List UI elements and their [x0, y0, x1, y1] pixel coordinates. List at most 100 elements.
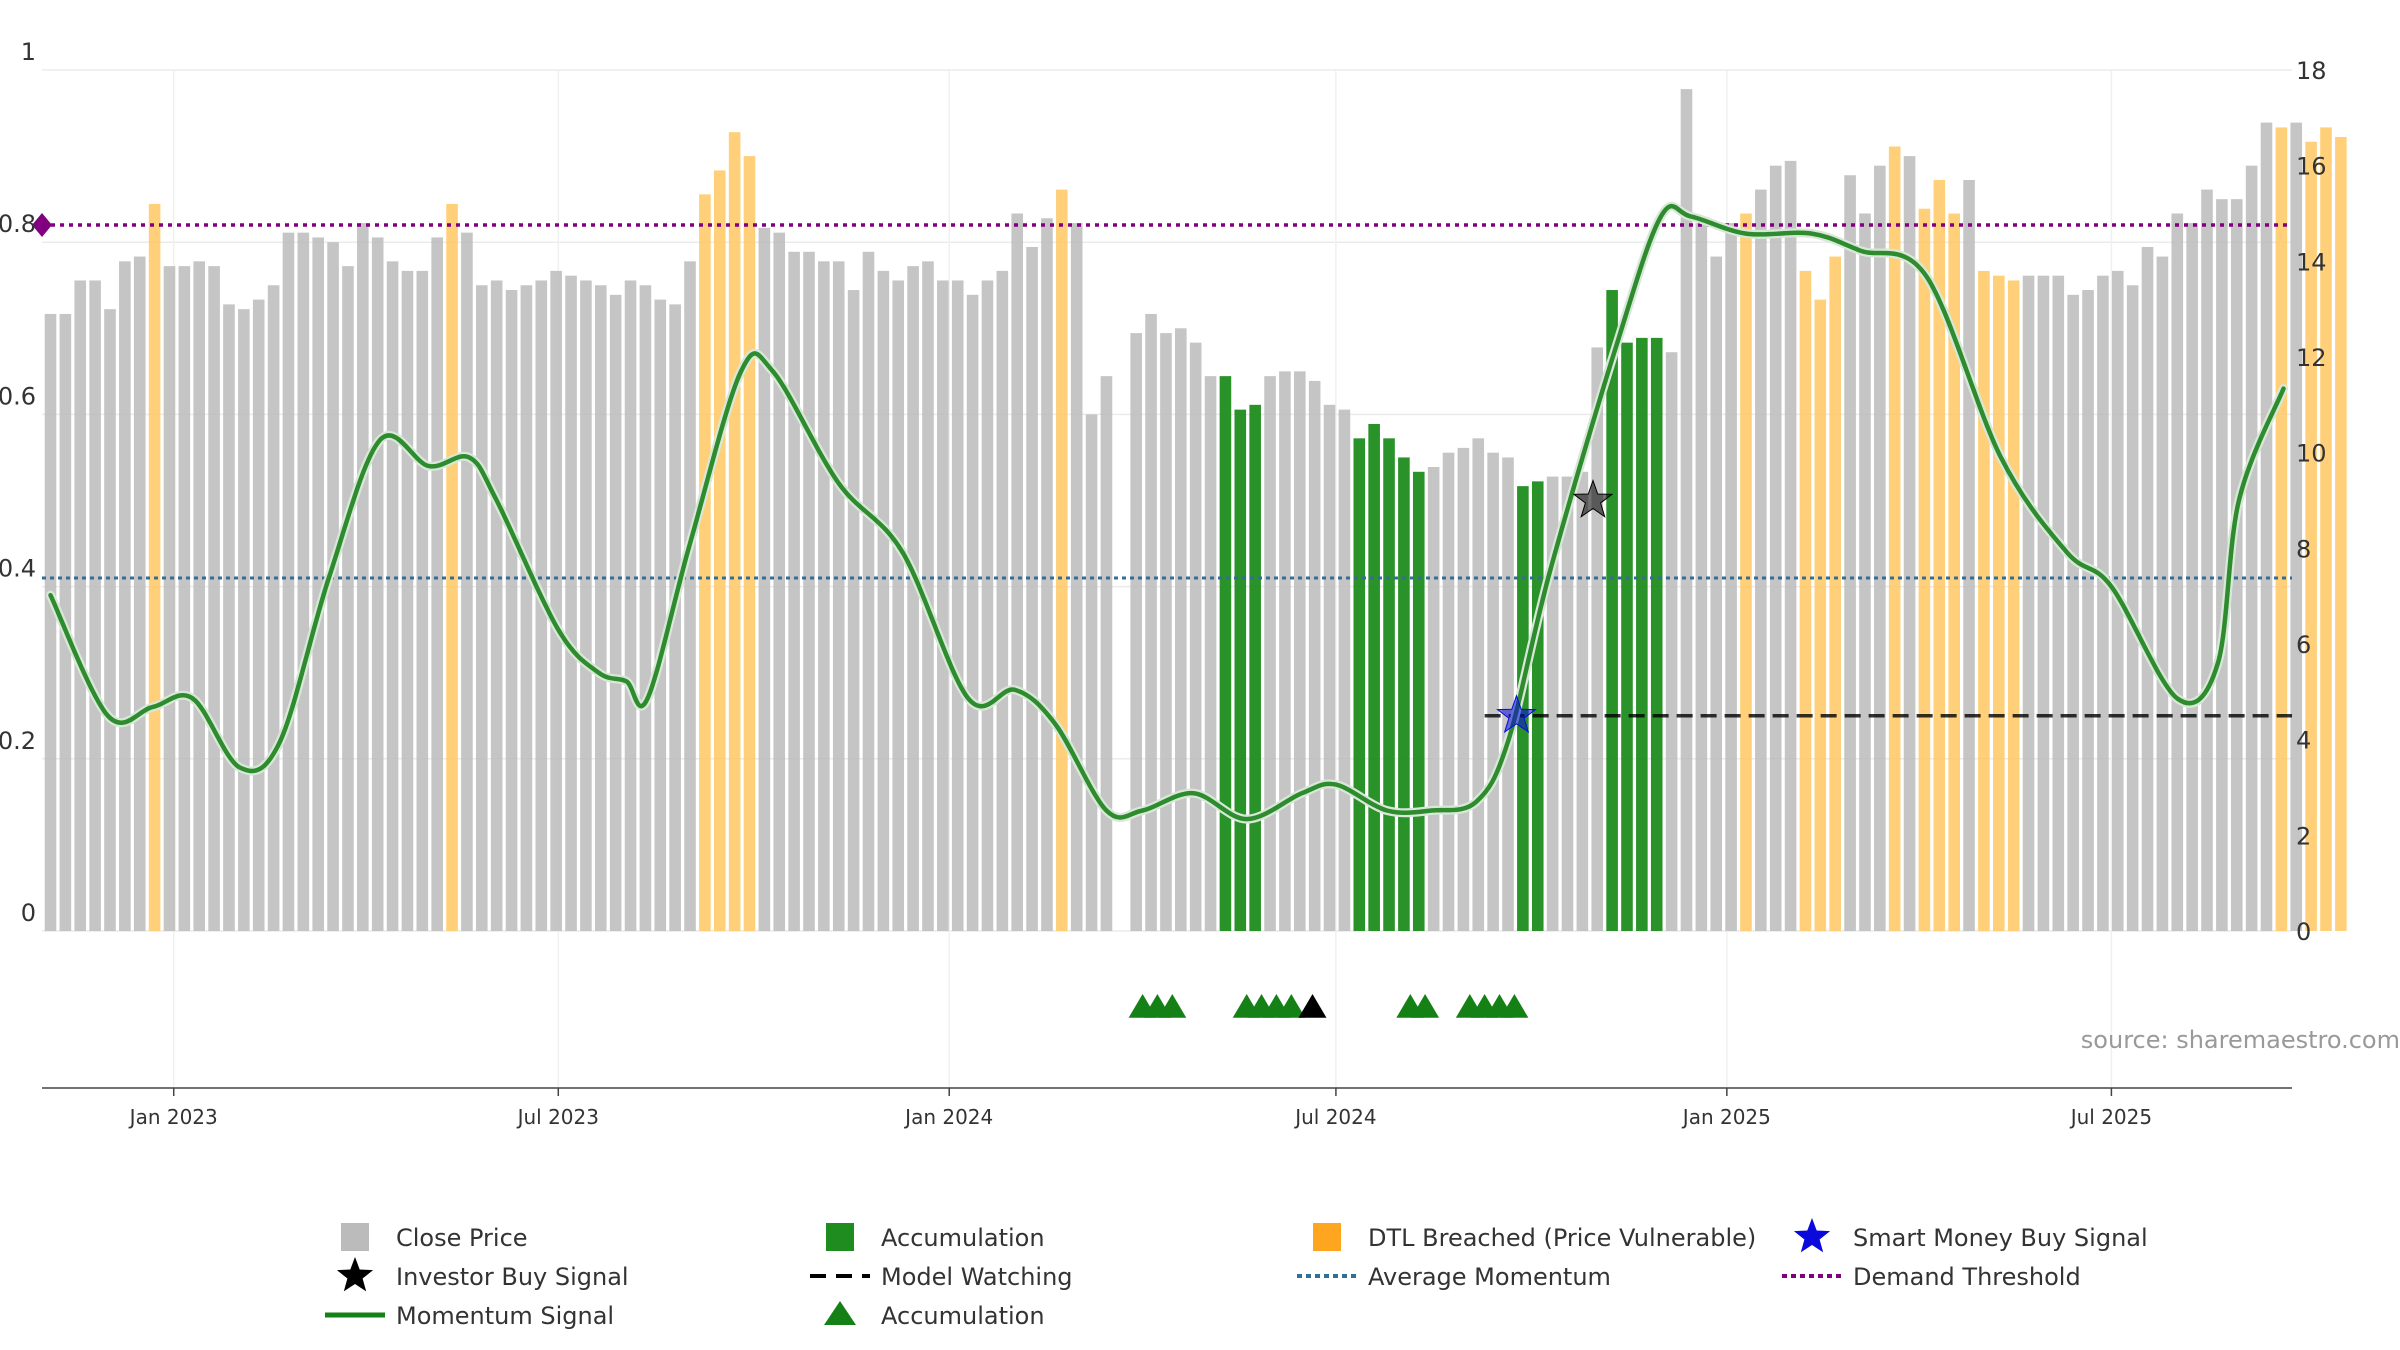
price-bar: [490, 280, 503, 932]
legend-label: Accumulation: [881, 1302, 1045, 1330]
price-bar: [1591, 347, 1604, 931]
price-bar: [728, 132, 741, 931]
price-bar: [2186, 223, 2198, 931]
signal-lines: [32, 201, 2292, 824]
price-bar: [2335, 136, 2347, 932]
price-bar: [1502, 457, 1514, 931]
price-bar: [1918, 208, 1931, 932]
price-bar: [1145, 313, 1157, 931]
accumulation-triangle: [1411, 994, 1440, 1018]
left-tick-label: 1: [21, 38, 36, 66]
source-label: source: sharemaestro.com: [2081, 1026, 2400, 1054]
right-tick-label: 0: [2296, 918, 2311, 946]
price-bar: [1457, 447, 1470, 931]
legend-item: DTL Breached (Price Vulnerable): [1313, 1223, 1756, 1252]
price-bar: [1442, 452, 1455, 931]
price-bar: [1784, 160, 1797, 931]
price-bar: [386, 261, 399, 932]
price-bar: [208, 266, 220, 931]
price-bar: [416, 270, 429, 931]
left-tick-label: 0.4: [0, 555, 36, 583]
price-bar: [624, 280, 637, 932]
price-bar: [1427, 467, 1440, 931]
price-bar: [743, 156, 756, 932]
price-bar: [1755, 189, 1767, 931]
price-bar: [832, 261, 845, 932]
price-bar: [773, 232, 786, 931]
price-bar: [1963, 180, 1975, 931]
price-bar: [1933, 180, 1946, 931]
price-bar: [1204, 376, 1217, 931]
price-bar: [2245, 165, 2258, 932]
price-bar: [788, 251, 800, 931]
price-bar: [2082, 290, 2094, 931]
price-bar: [252, 299, 265, 932]
legend-label: Accumulation: [881, 1224, 1045, 1252]
price-bar: [2126, 285, 2139, 931]
price-bar: [2290, 122, 2303, 932]
price-bar: [2037, 275, 2050, 931]
price-bar: [104, 309, 116, 931]
price-bar: [446, 203, 458, 931]
price-bar: [818, 261, 830, 932]
right-tick-label: 4: [2296, 727, 2311, 755]
x-tick-label: Jul 2023: [516, 1105, 599, 1129]
price-bar: [148, 203, 161, 931]
price-bar: [178, 266, 191, 931]
price-bar: [1844, 175, 1856, 932]
price-bar: [892, 280, 905, 932]
price-bar: [1175, 328, 1187, 931]
price-bar: [1859, 213, 1871, 931]
x-tick-label: Jan 2024: [903, 1105, 993, 1129]
price-bar: [713, 170, 726, 931]
price-bar: [1130, 333, 1142, 932]
price-bar: [565, 275, 577, 931]
price-bar: [580, 280, 592, 932]
legend-item: Average Momentum: [1297, 1263, 1611, 1291]
price-bar: [223, 304, 235, 931]
price-bar: [609, 294, 622, 931]
price-bar: [907, 266, 919, 931]
price-bar: [44, 313, 57, 931]
price-bar: [1650, 337, 1663, 931]
legend-item: Model Watching: [810, 1263, 1073, 1291]
price-bar: [1799, 270, 1812, 931]
price-bar: [1100, 376, 1113, 931]
price-bar: [1056, 189, 1068, 931]
price-bar: [1338, 409, 1351, 931]
price-bar: [2052, 275, 2065, 931]
x-tick-label: Jul 2025: [2069, 1105, 2152, 1129]
right-tick-label: 14: [2296, 248, 2327, 276]
price-bar: [1368, 423, 1380, 931]
price-bar: [1293, 371, 1306, 932]
price-bar: [1874, 165, 1886, 932]
x-tick-label: Jul 2024: [1293, 1105, 1376, 1129]
price-bar: [1769, 165, 1782, 932]
price-bar: [1264, 376, 1276, 931]
legend-item: Close Price: [341, 1223, 528, 1252]
price-bar: [297, 232, 310, 931]
price-bar: [550, 270, 562, 931]
price-bar: [2230, 199, 2243, 931]
price-bar: [2007, 280, 2020, 932]
legend-item: Accumulation: [826, 1223, 1045, 1252]
left-tick-label: 0.2: [0, 727, 36, 755]
price-bar: [1323, 404, 1336, 932]
price-bar: [267, 285, 280, 931]
price-bar: [1710, 256, 1723, 931]
price-bar: [847, 290, 860, 931]
legend-swatch-triangle: [824, 1301, 856, 1325]
price-bar: [1606, 290, 1618, 931]
price-bar: [74, 280, 87, 932]
accumulation-triangle: [1158, 994, 1187, 1018]
price-bar: [1308, 380, 1321, 931]
price-bar: [1561, 476, 1574, 931]
momentum-signal-line: [48, 203, 2286, 822]
price-bars: [44, 89, 2347, 932]
legend-swatch-star: [336, 1257, 374, 1292]
legend-item: Smart Money Buy Signal: [1793, 1218, 2148, 1253]
price-bar: [1011, 213, 1024, 931]
legend-swatch-square: [826, 1223, 854, 1251]
right-tick-label: 12: [2296, 344, 2327, 372]
price-bar: [1472, 438, 1485, 931]
